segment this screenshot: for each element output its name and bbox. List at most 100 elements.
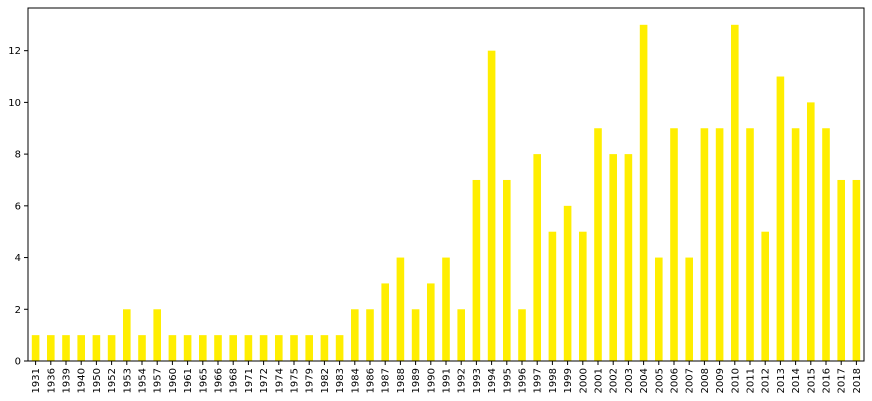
bar-1966 [214,335,222,361]
bar-1939 [62,335,70,361]
x-tick-label: 1953 [122,368,133,393]
y-tick-label: 10 [8,98,21,109]
x-tick-label: 1998 [548,368,559,393]
y-tick-label: 6 [15,201,21,212]
bar-1983 [335,335,344,361]
bar-1931 [31,335,40,361]
x-tick-label: 1957 [153,368,164,393]
x-tick-label: 1975 [290,368,301,393]
bar-1940 [77,335,85,361]
x-tick-label: 2015 [806,368,817,393]
x-tick-label: 1952 [107,368,118,393]
bar-1972 [259,335,268,361]
y-tick-label: 12 [8,46,21,57]
bar-1996 [518,309,526,361]
x-tick-label: 1968 [229,368,240,393]
bar-2008 [700,128,709,361]
bar-2007 [685,257,693,361]
bar-2014 [791,128,800,361]
x-tick-label: 1982 [320,368,331,393]
x-tick-label: 1940 [77,368,88,393]
bar-1995 [503,179,511,361]
bar-2004 [639,24,648,362]
bar-1975 [290,335,298,361]
x-tick-label: 2009 [715,368,726,393]
x-tick-label: 1971 [244,368,255,393]
bar-1989 [411,309,420,361]
y-axis: 0 2 4 6 8 10 12 [8,46,28,368]
bar-1979 [305,335,313,361]
bar-1961 [183,335,192,361]
bar-1988 [396,257,405,361]
x-tick-label: 2007 [685,368,696,393]
bar-2010 [731,24,739,362]
bar-1998 [548,231,557,361]
x-tick-label: 1991 [442,368,453,393]
bar-1984 [351,309,359,361]
x-tick-label: 1999 [563,368,574,393]
x-tick-label: 1974 [274,368,285,393]
bar-2016 [822,128,830,361]
bar-1950 [92,335,101,361]
x-axis: 1931 1936 1939 1940 1950 1952 1953 1954 1957 1960… [31,361,863,393]
bar-2013 [776,76,785,361]
bar-1986 [366,309,374,361]
bar-2003 [624,154,633,361]
x-tick-label: 1995 [502,368,513,393]
x-tick-label: 1987 [381,368,392,393]
x-tick-label: 1990 [426,368,437,393]
y-tick-label: 4 [15,253,21,264]
bar-1999 [563,205,572,361]
bar-1952 [107,335,116,361]
bar-1968 [229,335,237,361]
x-tick-label: 1961 [183,368,194,393]
y-tick-label: 0 [15,357,21,368]
x-tick-label: 2002 [609,368,620,393]
x-tick-label: 2017 [837,368,848,393]
x-tick-label: 1984 [350,368,361,393]
bar-2002 [609,154,617,361]
x-tick-label: 2011 [746,368,757,393]
bar-2015 [807,102,815,361]
plot-frame [27,7,865,362]
x-tick-label: 1997 [533,368,544,393]
x-tick-label: 2005 [654,368,665,393]
bar-1971 [244,335,253,361]
bar-1987 [381,283,389,361]
x-tick-label: 2003 [624,368,635,393]
bar-2001 [594,128,602,361]
x-tick-label: 1988 [396,368,407,393]
x-tick-label: 1983 [335,368,346,393]
bar-1960 [168,335,177,361]
bar-1994 [487,50,496,362]
x-tick-label: 1992 [457,368,468,393]
bar-1991 [442,257,450,361]
x-tick-label: 1950 [92,368,103,393]
x-tick-label: 1994 [487,368,498,393]
x-tick-label: 2010 [730,368,741,393]
x-tick-label: 2018 [852,368,863,393]
bar-2011 [746,128,754,361]
x-tick-label: 2000 [578,368,589,393]
bar-2018 [852,179,861,361]
x-tick-label: 1996 [518,368,529,393]
bar-2017 [837,179,845,361]
x-tick-label: 1965 [198,368,209,393]
x-tick-label: 1993 [472,368,483,393]
x-tick-label: 1979 [305,368,316,393]
bar-1997 [533,154,541,361]
bar-1953 [123,309,131,361]
x-tick-label: 1936 [46,368,57,393]
x-tick-label: 1966 [214,368,225,393]
x-tick-label: 2001 [594,368,605,393]
bar-1993 [472,179,481,361]
bar-1954 [138,335,146,361]
x-tick-label: 2004 [639,368,650,393]
x-tick-label: 1989 [411,368,422,393]
bar-1957 [153,309,161,361]
x-tick-label: 2013 [776,368,787,393]
x-tick-label: 1960 [168,368,179,393]
x-tick-label: 1954 [138,368,149,393]
x-tick-label: 1972 [259,368,270,393]
